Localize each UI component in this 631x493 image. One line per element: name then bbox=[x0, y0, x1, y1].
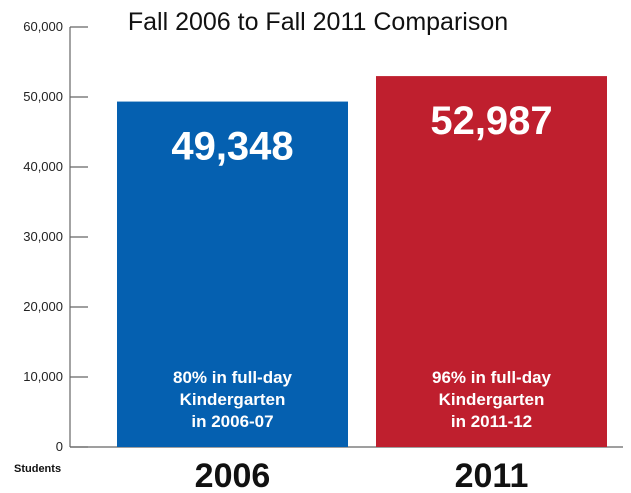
x-category-label: 2011 bbox=[455, 457, 529, 493]
bars: 49,348 80% in full-day Kindergarten in 2006… bbox=[117, 76, 607, 493]
y-tick-label: 20,000 bbox=[23, 299, 63, 314]
y-tick-label: 0 bbox=[56, 439, 63, 454]
bar-2011 bbox=[376, 76, 607, 447]
bar-value-label: 52,987 bbox=[430, 99, 552, 143]
y-axis-label: Students bbox=[14, 463, 61, 475]
y-tick-label: 40,000 bbox=[23, 159, 63, 174]
bar-annotation-line: Kindergarten bbox=[180, 390, 286, 409]
bar-value-label: 49,348 bbox=[171, 125, 293, 169]
bar-2006 bbox=[117, 101, 348, 448]
y-tick-label: 60,000 bbox=[23, 19, 63, 34]
y-tick-label: 10,000 bbox=[23, 369, 63, 384]
bar-annotation-line: Kindergarten bbox=[439, 390, 545, 409]
y-tick-label: 30,000 bbox=[23, 229, 63, 244]
x-category-label: 2006 bbox=[195, 457, 271, 493]
bar-annotation-line: 80% in full-day bbox=[173, 368, 293, 387]
bar-annotation-line: 96% in full-day bbox=[432, 368, 552, 387]
y-axis: 0 10,000 20,000 30,000 40,000 50,000 60,000 bbox=[23, 19, 623, 454]
bar-annotation-line: in 2006-07 bbox=[191, 412, 273, 431]
bar-annotation-line: in 2011-12 bbox=[451, 412, 532, 431]
chart-title: Fall 2006 to Fall 2011 Comparison bbox=[128, 8, 508, 36]
y-tick-label: 50,000 bbox=[23, 89, 63, 104]
